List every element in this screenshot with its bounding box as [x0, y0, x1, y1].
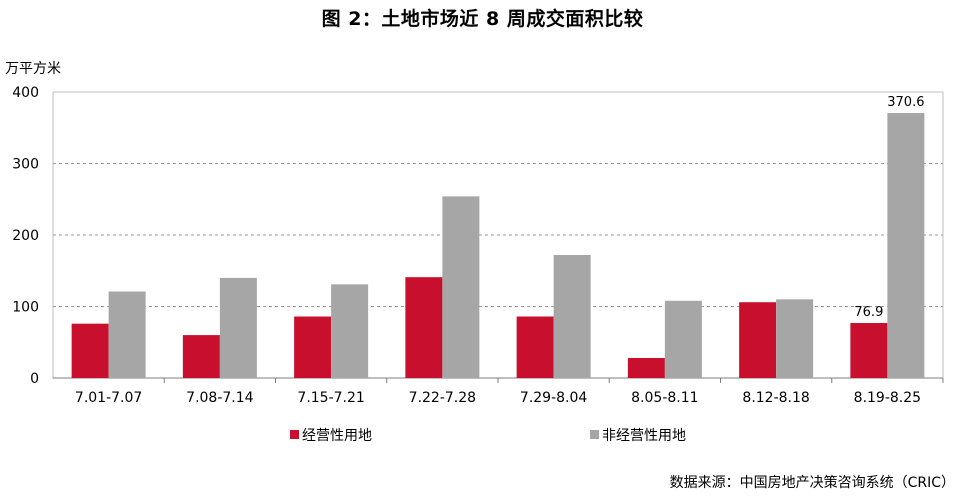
bar-noncommercial — [219, 277, 257, 378]
x-tick-label: 8.12-8.18 — [742, 390, 809, 406]
y-tick-label: 300 — [12, 157, 39, 173]
bar-commercial — [850, 323, 888, 378]
x-tick-label: 7.08-7.14 — [186, 390, 253, 406]
bar-noncommercial — [664, 300, 702, 378]
bar-noncommercial — [108, 291, 146, 378]
bar-noncommercial — [331, 284, 369, 378]
legend-swatch — [290, 430, 299, 439]
x-tick-label: 8.05-8.11 — [631, 390, 698, 406]
x-tick-label: 7.15-7.21 — [297, 390, 364, 406]
y-tick-label: 100 — [12, 300, 39, 316]
y-tick-label: 0 — [30, 371, 39, 387]
source-note: 数据来源：中国房地产决策咨询系统（CRIC） — [669, 475, 955, 491]
y-axis-unit-label: 万平方米 — [5, 61, 61, 77]
bar-noncommercial — [442, 196, 480, 378]
legend-swatch — [590, 430, 599, 439]
data-label: 370.6 — [887, 95, 924, 110]
bar-commercial — [739, 302, 777, 378]
y-tick-label: 200 — [12, 228, 39, 244]
x-tick-label: 7.22-7.28 — [409, 390, 476, 406]
bar-commercial — [71, 323, 109, 378]
bar-noncommercial — [553, 255, 591, 378]
bar-commercial — [405, 277, 443, 378]
y-tick-label: 400 — [12, 85, 39, 101]
data-label: 76.9 — [854, 305, 883, 320]
bar-commercial — [294, 316, 332, 378]
bar-commercial — [516, 316, 554, 378]
bar-commercial — [182, 335, 220, 378]
chart-title: 图 2：土地市场近 8 周成交面积比较 — [321, 8, 644, 30]
legend-label: 经营性用地 — [302, 428, 372, 444]
legend-label: 非经营性用地 — [602, 428, 686, 444]
x-tick-label: 7.29-8.04 — [520, 390, 587, 406]
x-tick-label: 7.01-7.07 — [75, 390, 142, 406]
bar-noncommercial — [887, 113, 925, 378]
bar-noncommercial — [776, 299, 814, 378]
bar-commercial — [627, 357, 665, 378]
x-tick-label: 8.19-8.25 — [854, 390, 921, 406]
